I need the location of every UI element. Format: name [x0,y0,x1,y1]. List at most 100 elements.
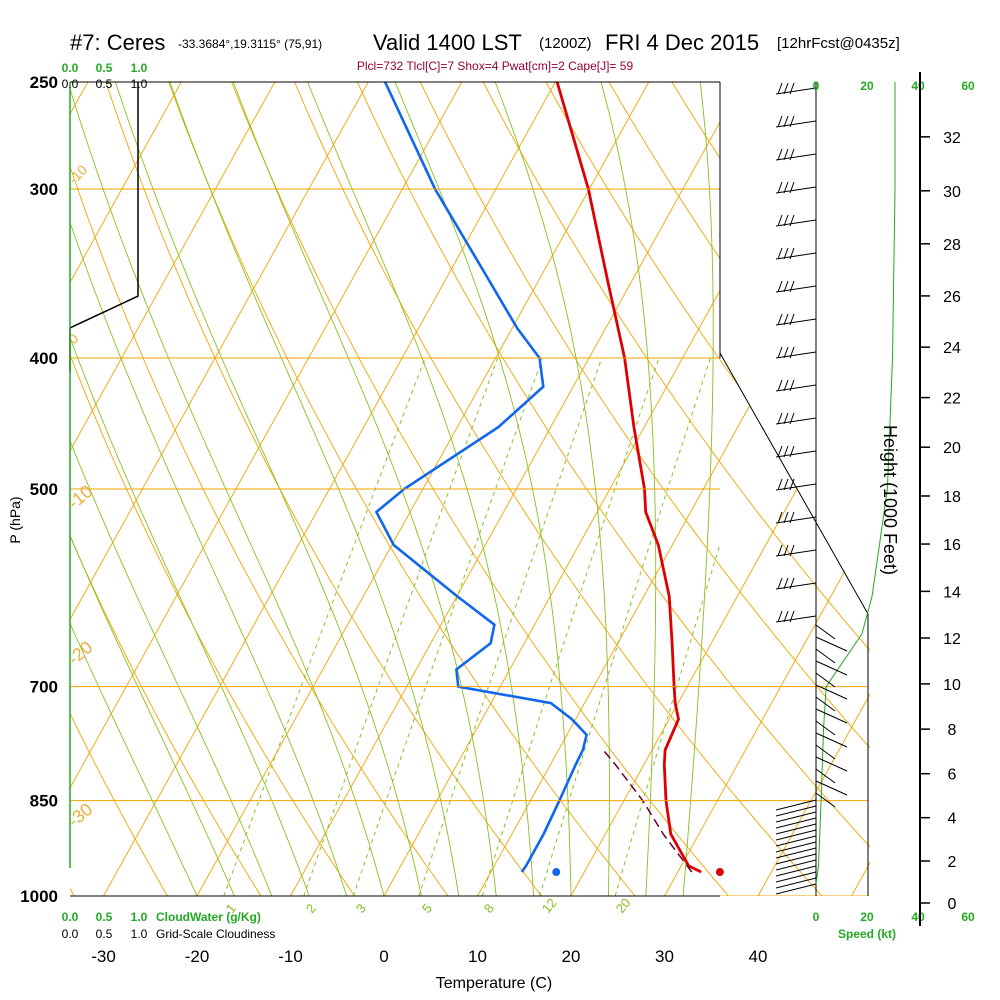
wind-barb [775,859,817,871]
mixing-ratio-label: 3 [353,901,369,916]
wind-barb-feather [777,214,783,227]
wind-barb-feather [789,379,795,392]
wind-adiabat [986,82,1000,896]
height-tick-label: 22 [943,391,961,408]
mixing-ratio-label: 5 [419,901,435,916]
wind-barb-feather [789,148,795,161]
wind-barb-feather [789,82,795,95]
wind-barb-feather [777,544,783,557]
wind-barb [815,780,848,796]
wind-barb-feather [777,610,783,623]
wind-barb [775,549,817,557]
isotherm-label: -10 [65,161,91,187]
wind-barb-feather [777,181,783,194]
wind-barb-feather [783,247,789,260]
wind-adiabat [720,670,870,848]
wind-barb [775,417,817,425]
dewpoint-surface-point [552,868,561,877]
wind-barb-feather [789,346,795,359]
wind-barb [815,648,836,664]
wind-barb-feather [783,412,789,425]
wind-barb [775,351,817,359]
height-tick-label: 28 [943,237,961,254]
cloudwater-tick-bottom: 0.5 [96,910,113,924]
speed-tick-bottom: 0 [813,910,820,924]
wind-barb [815,732,848,748]
moist-adiabat [70,87,385,896]
wind-isotherm [720,524,870,797]
temperature-tick-label: 40 [749,947,768,966]
pressure-tick-label: 500 [30,480,58,499]
dry-adiabat [482,82,720,463]
isotherm-label: -30 [64,799,97,831]
moist-adiabat [70,439,273,896]
wind-barb-feather [777,412,783,425]
mixing-ratio-line [539,357,711,896]
height-axis-label: Height (1000 Feet) [880,425,900,575]
moist-adiabat [682,82,714,896]
wind-barb [815,672,836,688]
valid-date: FRI 4 Dec 2015 [605,30,759,55]
dry-adiabat [545,82,720,361]
wind-barb [775,285,817,293]
dry-adiabat [105,82,542,896]
wind-barb [815,792,836,808]
temperature-tick-label: -20 [185,947,210,966]
wind-barb [775,877,817,889]
cloudwater-tick-top: 1.0 [131,61,148,75]
wind-barb [775,799,817,811]
wind-barb-feather [777,577,783,590]
wind-barb-feather [789,181,795,194]
cloudwater-tick-bottom: 0.0 [62,910,79,924]
cloudwater-tick-bottom: 1.0 [131,910,148,924]
wind-adiabat [720,776,823,896]
mixing-ratio-label: 12 [539,895,560,916]
wind-barb [775,219,817,227]
dry-adiabat [70,535,262,896]
wind-barb [775,450,817,458]
temperature-tick-label: 30 [655,947,674,966]
isotherm-label: -20 [64,637,97,669]
wind-barb [775,871,817,883]
temperature-tick-label: 20 [562,947,581,966]
speed-tick-top: 20 [860,79,874,93]
mixing-ratio-line [352,357,544,896]
wind-barb [815,696,836,712]
wind-barb-feather [789,280,795,293]
speed-tick-bottom: 20 [860,910,874,924]
valid-time: Valid 1400 LST [373,30,522,55]
dry-adiabat [231,82,720,887]
height-tick-label: 10 [943,677,961,694]
dry-adiabat [70,164,449,896]
wind-barb-feather [783,379,789,392]
wind-barb [775,384,817,392]
height-tick-label: 0 [948,896,957,913]
moist-adiabat [600,82,657,896]
wind-barb-feather [789,313,795,326]
wind-barb-feather [789,247,795,260]
moist-adiabat [232,82,497,896]
wind-barb [815,756,848,772]
wind-barb-feather [783,214,789,227]
cloudiness-curve [69,82,139,373]
wind-barb-feather [789,412,795,425]
dry-adiabat [294,82,720,779]
temperature-tick-label: 0 [379,947,388,966]
wind-barb [775,883,817,895]
wind-barb-feather [789,115,795,128]
speed-tick-top: 60 [961,79,975,93]
wind-barb-feather [789,511,795,524]
wind-isotherm [757,693,870,896]
pressure-tick-label: 400 [30,349,58,368]
wind-barb [775,865,817,877]
cloudwater-label: CloudWater (g/Kg) [156,910,261,924]
temperature-tick-label: 10 [468,947,487,966]
wind-barb [775,516,817,524]
moist-adiabat [114,82,422,896]
speed-tick-top: 0 [813,79,820,93]
cloudiness-tick-bottom: 1.0 [131,927,148,941]
wind-barb-feather [789,478,795,491]
wind-barb-feather [783,478,789,491]
pressure-axis-label: P (hPa) [7,496,23,543]
